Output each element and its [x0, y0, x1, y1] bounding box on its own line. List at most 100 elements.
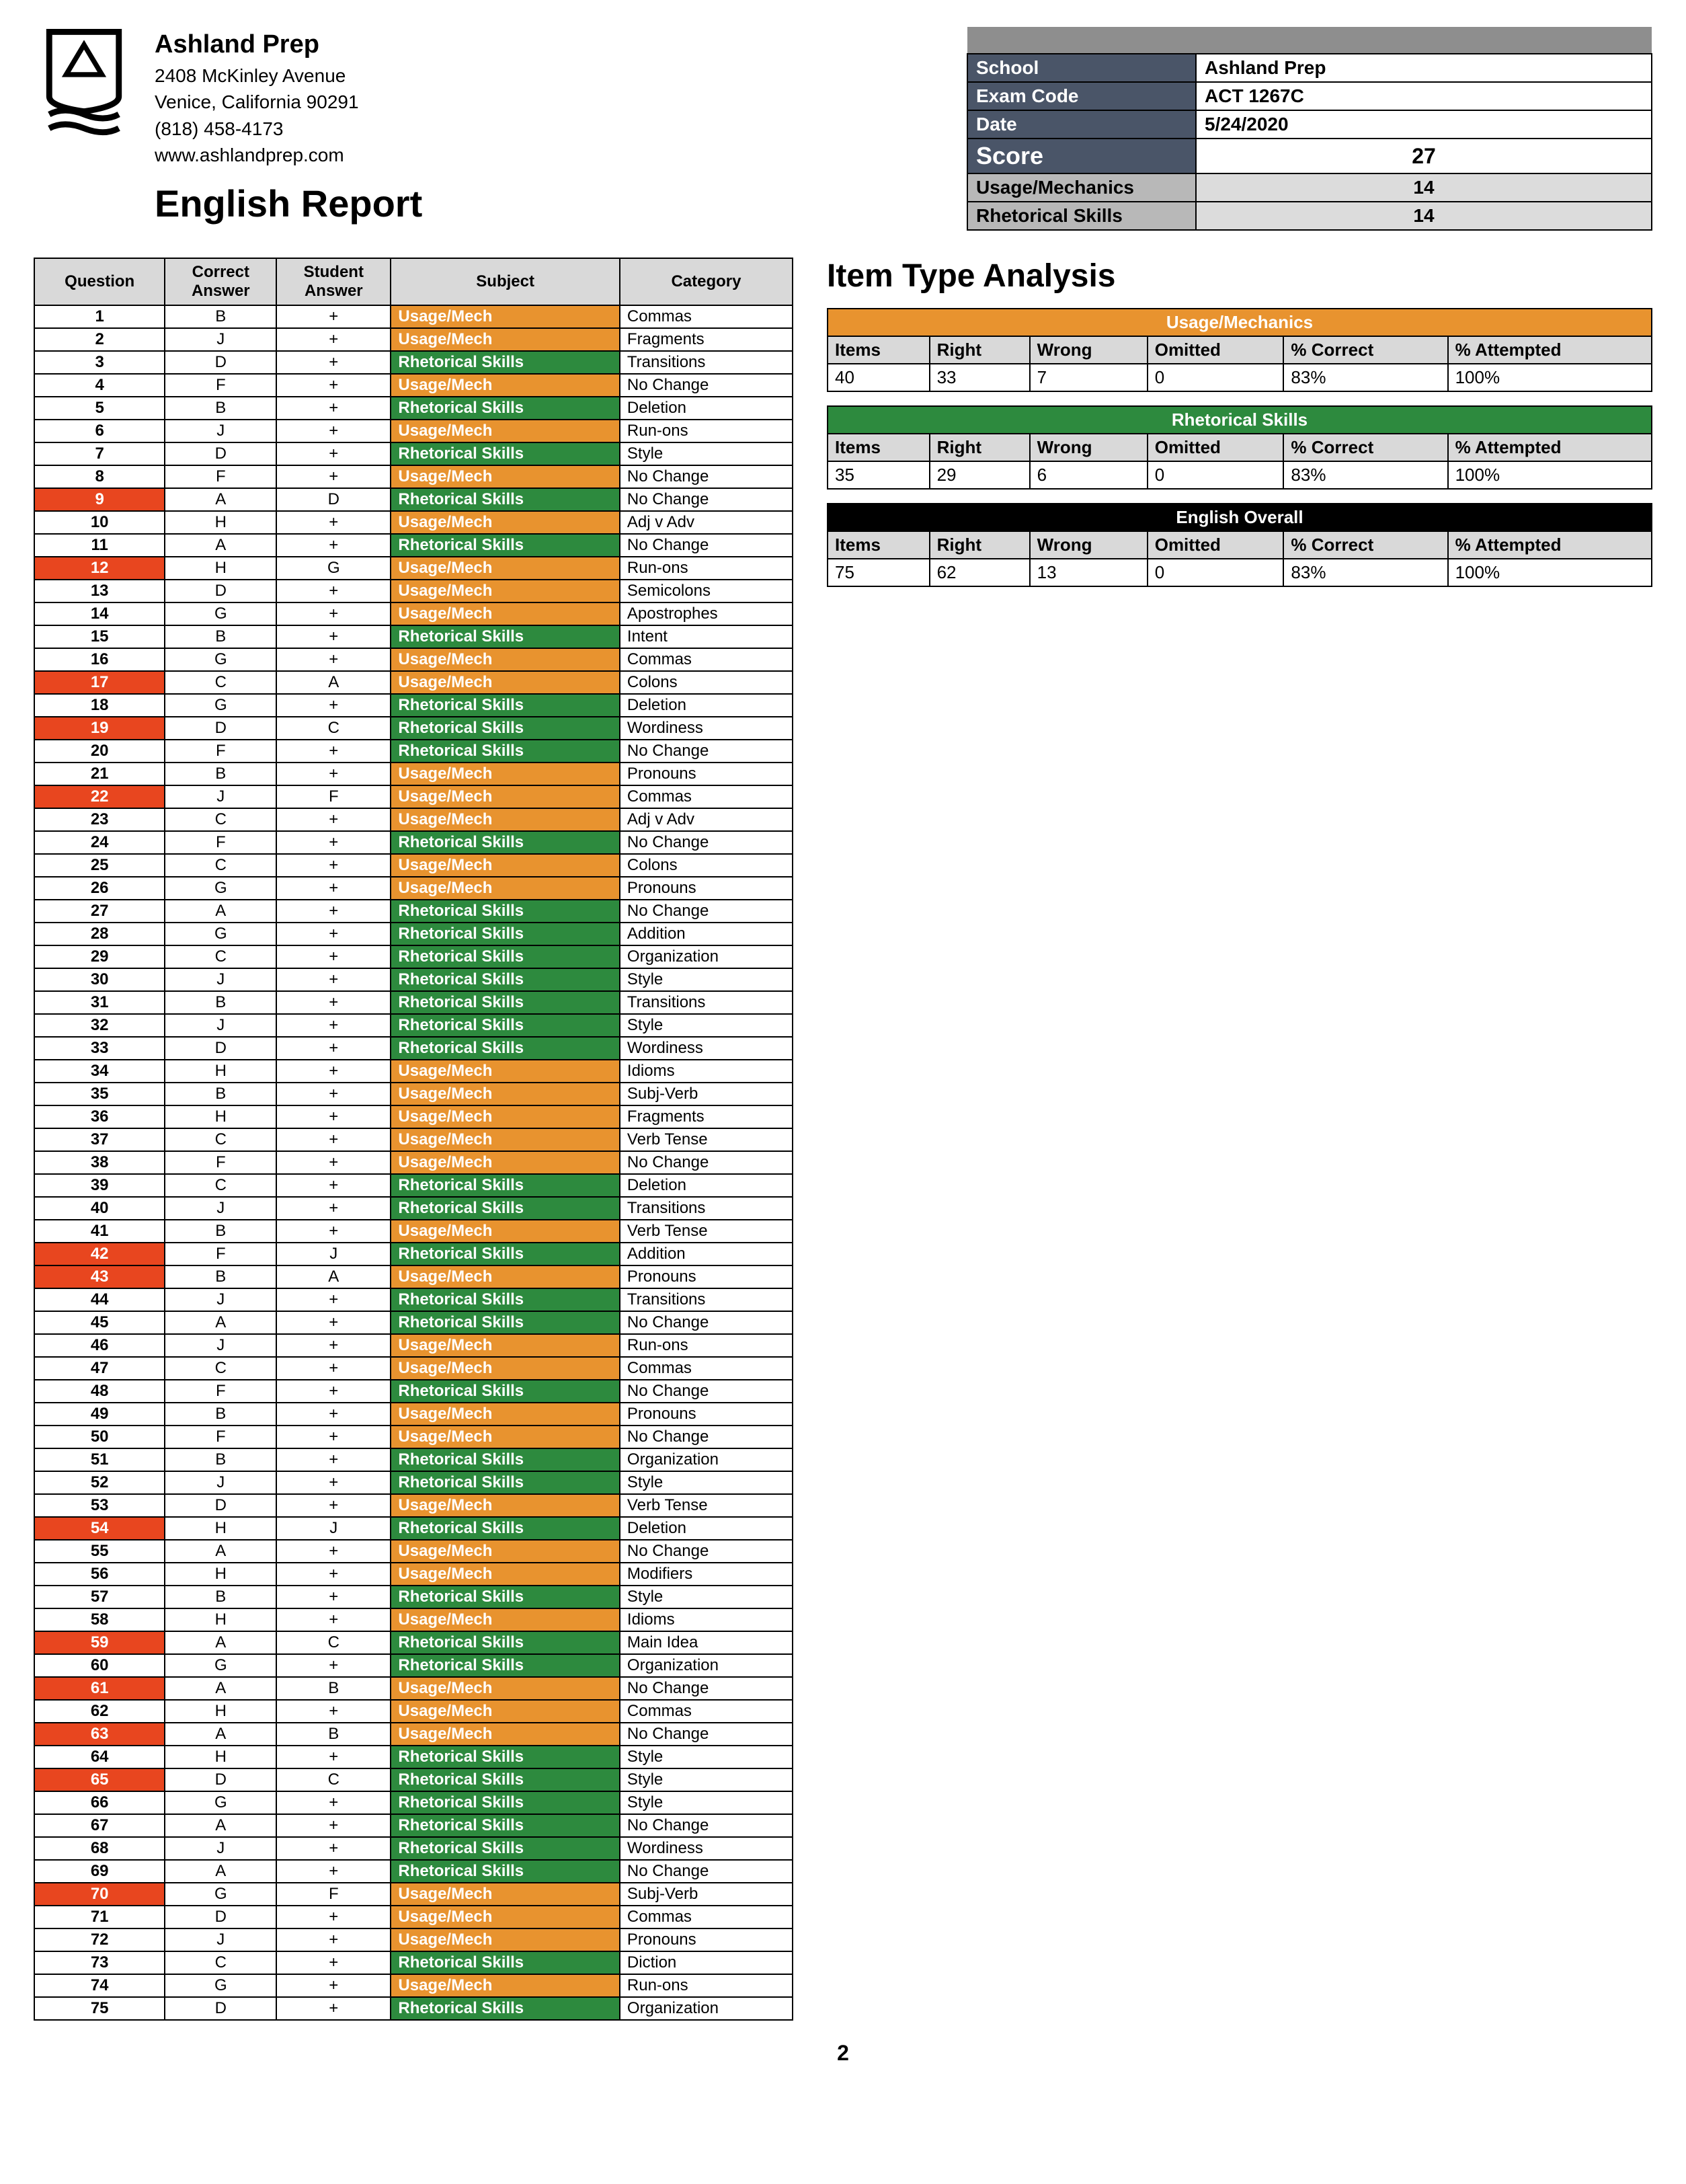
- question-row: 13D+Usage/MechSemicolons: [34, 580, 793, 602]
- q-student-answer: +: [276, 991, 391, 1014]
- q-subject: Rhetorical Skills: [391, 488, 620, 511]
- q-student-answer: +: [276, 511, 391, 534]
- q-subject: Rhetorical Skills: [391, 1174, 620, 1197]
- info-row-date: Date 5/24/2020: [967, 110, 1652, 139]
- q-student-answer: +: [276, 1471, 391, 1494]
- q-category: Fragments: [620, 1105, 793, 1128]
- redacted-name: [967, 27, 1652, 54]
- info-row-usage: Usage/Mechanics 14: [967, 173, 1652, 202]
- q-correct-answer: J: [165, 328, 276, 351]
- q-number: 41: [34, 1220, 165, 1243]
- analysis-usage-headers: ItemsRightWrongOmitted% Correct% Attempt…: [828, 336, 1652, 364]
- analysis-header-cell: Items: [828, 336, 930, 364]
- question-row: 12HGUsage/MechRun-ons: [34, 557, 793, 580]
- q-student-answer: +: [276, 1974, 391, 1997]
- q-subject: Usage/Mech: [391, 877, 620, 900]
- q-correct-answer: A: [165, 1814, 276, 1837]
- q-student-answer: +: [276, 1288, 391, 1311]
- q-category: Idioms: [620, 1608, 793, 1631]
- q-category: Idioms: [620, 1060, 793, 1083]
- q-number: 5: [34, 397, 165, 420]
- q-category: Wordiness: [620, 1837, 793, 1860]
- q-correct-answer: J: [165, 785, 276, 808]
- analysis-usage-table: Usage/Mechanics ItemsRightWrongOmitted% …: [827, 308, 1652, 392]
- q-category: Run-ons: [620, 1334, 793, 1357]
- q-number: 21: [34, 763, 165, 785]
- q-number: 56: [34, 1563, 165, 1586]
- q-correct-answer: B: [165, 305, 276, 328]
- q-correct-answer: F: [165, 465, 276, 488]
- question-row: 2J+Usage/MechFragments: [34, 328, 793, 351]
- analysis-header-cell: Omitted: [1148, 531, 1284, 559]
- question-row: 21B+Usage/MechPronouns: [34, 763, 793, 785]
- q-student-answer: +: [276, 1083, 391, 1105]
- q-number: 27: [34, 900, 165, 923]
- q-subject: Usage/Mech: [391, 1083, 620, 1105]
- analysis-header-cell: Right: [930, 531, 1030, 559]
- q-number: 72: [34, 1928, 165, 1951]
- q-correct-answer: G: [165, 1791, 276, 1814]
- q-student-answer: J: [276, 1243, 391, 1265]
- q-number: 28: [34, 923, 165, 945]
- q-student-answer: +: [276, 831, 391, 854]
- q-number: 55: [34, 1540, 165, 1563]
- analysis-header-cell: Items: [828, 434, 930, 461]
- q-subject: Usage/Mech: [391, 1540, 620, 1563]
- question-row: 14G+Usage/MechApostrophes: [34, 602, 793, 625]
- q-number: 59: [34, 1631, 165, 1654]
- q-number: 6: [34, 420, 165, 442]
- q-category: Deletion: [620, 694, 793, 717]
- question-row: 50F+Usage/MechNo Change: [34, 1426, 793, 1448]
- q-category: Style: [620, 1471, 793, 1494]
- q-subject: Usage/Mech: [391, 1105, 620, 1128]
- company-name: Ashland Prep: [155, 27, 422, 63]
- q-category: Wordiness: [620, 717, 793, 740]
- q-subject: Usage/Mech: [391, 580, 620, 602]
- q-number: 2: [34, 328, 165, 351]
- q-student-answer: B: [276, 1723, 391, 1746]
- q-category: Organization: [620, 1997, 793, 2020]
- q-number: 53: [34, 1494, 165, 1517]
- q-correct-answer: B: [165, 1265, 276, 1288]
- q-number: 26: [34, 877, 165, 900]
- q-correct-answer: C: [165, 671, 276, 694]
- question-row: 59ACRhetorical SkillsMain Idea: [34, 1631, 793, 1654]
- q-number: 17: [34, 671, 165, 694]
- report-title: English Report: [155, 182, 422, 225]
- q-correct-answer: D: [165, 1037, 276, 1060]
- q-category: Verb Tense: [620, 1494, 793, 1517]
- q-category: Style: [620, 968, 793, 991]
- date-label: Date: [967, 110, 1196, 139]
- q-subject: Usage/Mech: [391, 1608, 620, 1631]
- q-number: 30: [34, 968, 165, 991]
- analysis-overall-table: English Overall ItemsRightWrongOmitted% …: [827, 503, 1652, 587]
- q-category: No Change: [620, 374, 793, 397]
- analysis-header-cell: Right: [930, 434, 1030, 461]
- question-row: 36H+Usage/MechFragments: [34, 1105, 793, 1128]
- q-subject: Rhetorical Skills: [391, 1951, 620, 1974]
- q-student-answer: +: [276, 808, 391, 831]
- q-subject: Usage/Mech: [391, 1403, 620, 1426]
- question-row: 61ABUsage/MechNo Change: [34, 1677, 793, 1700]
- q-subject: Usage/Mech: [391, 1906, 620, 1928]
- q-correct-answer: G: [165, 1883, 276, 1906]
- question-row: 33D+Rhetorical SkillsWordiness: [34, 1037, 793, 1060]
- q-number: 69: [34, 1860, 165, 1883]
- q-category: Transitions: [620, 351, 793, 374]
- q-correct-answer: J: [165, 968, 276, 991]
- q-student-answer: +: [276, 648, 391, 671]
- q-student-answer: +: [276, 602, 391, 625]
- question-row: 4F+Usage/MechNo Change: [34, 374, 793, 397]
- q-student-answer: +: [276, 420, 391, 442]
- q-correct-answer: H: [165, 1060, 276, 1083]
- q-student-answer: +: [276, 1494, 391, 1517]
- q-number: 70: [34, 1883, 165, 1906]
- q-subject: Usage/Mech: [391, 511, 620, 534]
- q-subject: Rhetorical Skills: [391, 1037, 620, 1060]
- question-row: 5B+Rhetorical SkillsDeletion: [34, 397, 793, 420]
- analysis-usage-title: Usage/Mechanics: [828, 309, 1652, 336]
- question-row: 6J+Usage/MechRun-ons: [34, 420, 793, 442]
- analysis-value-cell: 40: [828, 364, 930, 391]
- q-student-answer: +: [276, 1380, 391, 1403]
- q-correct-answer: G: [165, 1974, 276, 1997]
